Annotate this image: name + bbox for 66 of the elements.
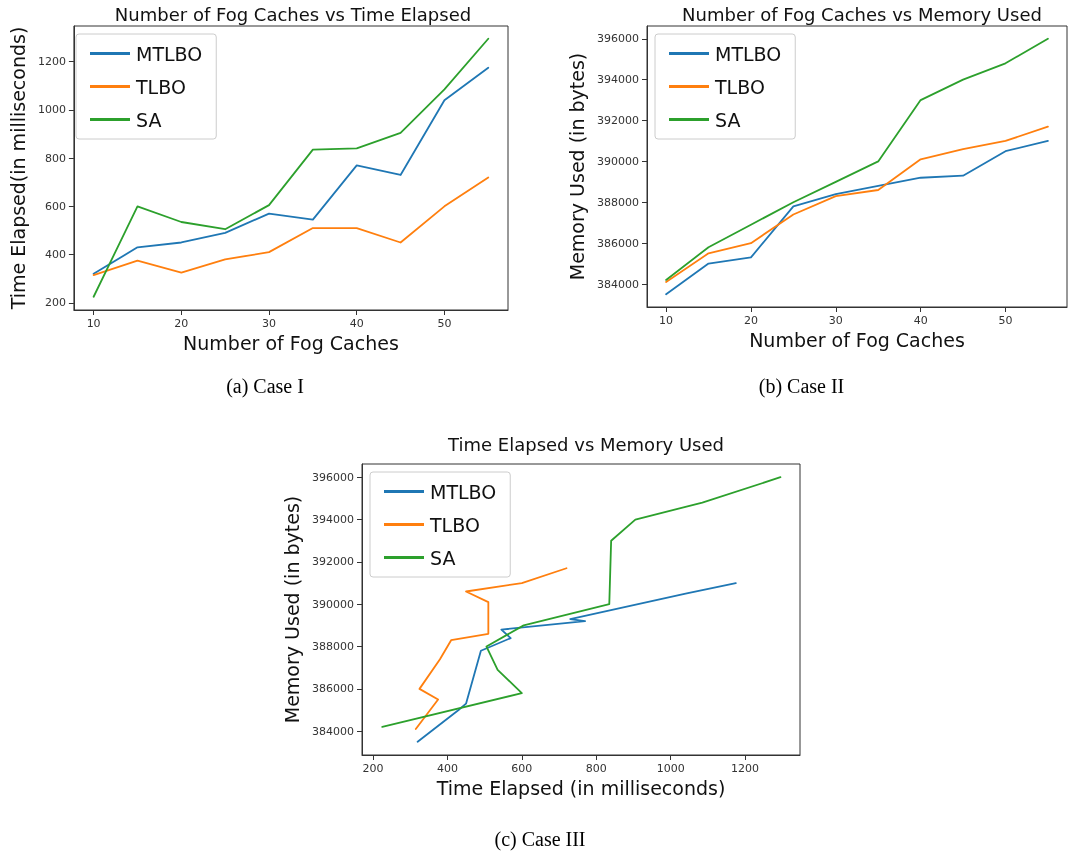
y-axis-title: Memory Used (in bytes) [565,52,588,281]
legend-label: MTLBO [715,42,782,65]
line-series [665,140,1049,296]
y-tick-label: 386000 [597,236,639,250]
text: (b) Case II [757,375,846,398]
legend-label: SA [430,546,456,569]
line-series [414,567,568,730]
y-tick-label: 200 [44,296,66,310]
y-axis-title: Memory Used (in bytes) [280,495,303,724]
y-tick-label: 396000 [312,470,354,484]
line-series [665,37,1049,281]
legend-label: SA [136,108,162,131]
line-series [416,582,737,743]
line-series [665,125,1049,283]
y-tick-label: 800 [44,151,66,165]
line-series [381,476,782,728]
y-tick-label: 390000 [597,154,639,168]
x-tick-label: 400 [436,762,458,775]
x-tick-label: 50 [437,317,452,330]
x-tick-label: 20 [743,314,758,327]
y-tick-label: 600 [44,199,66,213]
y-tick-label: 396000 [597,32,639,46]
legend-label: SA [715,108,741,131]
legend-label: TLBO [714,75,765,98]
x-tick-label: 50 [998,314,1013,327]
x-tick-label: 1000 [656,762,685,775]
y-tick-label: 384000 [597,277,639,291]
legend-label: TLBO [135,75,186,98]
y-tick-label: 400 [44,248,66,262]
text: (c) Case III [493,828,587,851]
y-axis-title: Time Elapsed(in milliseconds) [6,26,29,311]
y-tick-label: 394000 [597,73,639,87]
x-axis-title: Number of Fog Caches [183,332,399,355]
y-tick-label: 388000 [597,195,639,209]
legend-label: TLBO [429,513,480,536]
x-axis-title: Time Elapsed (in milliseconds) [435,777,726,800]
x-tick-label: 40 [349,317,364,330]
x-tick-label: 10 [659,314,674,327]
x-tick-label: 600 [511,762,533,775]
legend-label: MTLBO [136,42,203,65]
x-tick-label: 10 [86,317,101,330]
y-tick-label: 394000 [312,513,354,527]
y-tick-label: 388000 [312,640,354,654]
legend-label: MTLBO [430,480,497,503]
y-tick-label: 384000 [312,724,354,738]
x-tick-label: 200 [362,762,384,775]
y-tick-label: 1200 [37,55,66,69]
text: (a) Case I [225,375,305,398]
x-tick-label: 20 [174,317,189,330]
y-tick-label: 386000 [312,682,354,696]
y-tick-label: 1000 [37,103,66,117]
line-series [92,66,490,275]
chart-title: Number of Fog Caches vs Memory Used [682,3,1042,25]
y-tick-label: 392000 [312,555,354,569]
x-tick-label: 30 [262,317,277,330]
y-tick-label: 390000 [312,597,354,611]
y-tick-label: 392000 [597,114,639,128]
x-tick-label: 40 [913,314,928,327]
x-axis-title: Number of Fog Caches [749,329,965,352]
line-series [92,37,490,298]
line-series [92,176,490,276]
chart-title: Number of Fog Caches vs Time Elapsed [114,3,472,25]
x-tick-label: 30 [828,314,843,327]
x-tick-label: 800 [585,762,607,775]
x-tick-label: 1200 [731,762,760,775]
chart-title: Time Elapsed vs Memory Used [447,433,724,455]
